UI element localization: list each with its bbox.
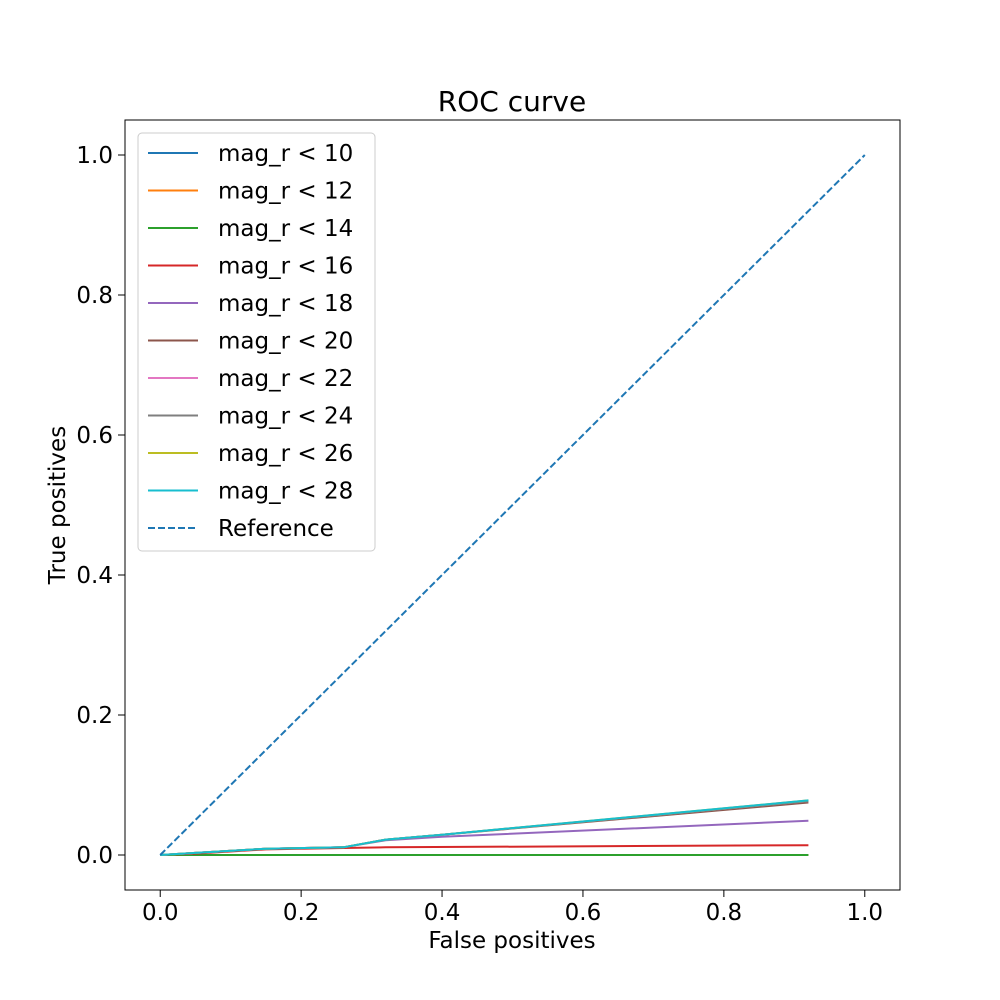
legend-label: mag_r < 10 [218, 141, 353, 167]
x-tick-label: 0.2 [283, 900, 320, 926]
series-layer [159, 154, 866, 856]
y-axis-label: True positives [45, 426, 71, 585]
legend-label: mag_r < 26 [218, 441, 353, 467]
y-tick-label: 0.6 [76, 423, 113, 449]
y-axis: 0.0 0.2 0.4 0.6 0.8 1.0 [76, 143, 125, 869]
legend-label: mag_r < 18 [218, 291, 353, 317]
y-tick-label: 0.2 [76, 703, 113, 729]
y-tick-label: 0.0 [76, 843, 113, 869]
series-line [159, 154, 866, 856]
chart-title: ROC curve [438, 85, 586, 118]
legend-box [137, 132, 376, 552]
x-axis: 0.0 0.2 0.4 0.6 0.8 1.0 [142, 890, 883, 926]
x-tick-label: 0.6 [565, 900, 602, 926]
legend-label: mag_r < 12 [218, 179, 353, 205]
legend-label: mag_r < 28 [218, 479, 353, 505]
series-line [160, 799, 809, 856]
x-tick-label: 0.4 [424, 900, 461, 926]
plot-frame [124, 119, 901, 891]
legend-label: mag_r < 24 [218, 404, 353, 430]
y-tick-label: 0.4 [76, 563, 113, 589]
y-tick-label: 0.8 [76, 283, 113, 309]
legend-label: mag_r < 20 [218, 329, 353, 355]
legend-label: mag_r < 22 [218, 366, 353, 392]
x-tick-label: 0.8 [706, 900, 743, 926]
legend-label: mag_r < 16 [218, 254, 353, 280]
x-tick-label: 1.0 [846, 900, 883, 926]
legend-label: Reference [218, 516, 334, 542]
x-tick-label: 0.0 [142, 900, 179, 926]
y-tick-label: 1.0 [76, 143, 113, 169]
legend: mag_r < 10 mag_r < 12 mag_r < 14 mag_r < 16… [137, 132, 376, 552]
x-axis-label: False positives [428, 928, 595, 954]
legend-label: mag_r < 14 [218, 216, 353, 242]
